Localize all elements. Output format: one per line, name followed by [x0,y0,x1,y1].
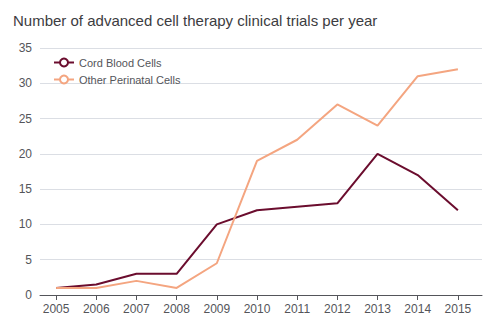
svg-text:2014: 2014 [404,302,431,316]
svg-text:2011: 2011 [284,302,310,316]
svg-text:2012: 2012 [324,302,351,316]
svg-text:2010: 2010 [244,302,271,316]
svg-text:2007: 2007 [123,302,150,316]
svg-text:10: 10 [19,217,33,231]
svg-text:Other Perinatal Cells: Other Perinatal Cells [79,74,181,86]
svg-text:35: 35 [19,41,33,55]
svg-text:25: 25 [19,112,33,126]
svg-text:2009: 2009 [203,302,230,316]
svg-text:20: 20 [19,147,33,161]
svg-text:Cord Blood Cells: Cord Blood Cells [79,57,162,69]
svg-text:Number of advanced cell therap: Number of advanced cell therapy clinical… [13,12,377,29]
svg-text:30: 30 [19,76,33,90]
svg-text:2015: 2015 [445,302,472,316]
svg-text:0: 0 [25,288,32,302]
svg-text:2005: 2005 [43,302,70,316]
svg-text:5: 5 [25,253,32,267]
svg-text:2006: 2006 [83,302,110,316]
svg-text:2013: 2013 [364,302,391,316]
svg-text:2008: 2008 [163,302,190,316]
svg-text:15: 15 [19,182,33,196]
